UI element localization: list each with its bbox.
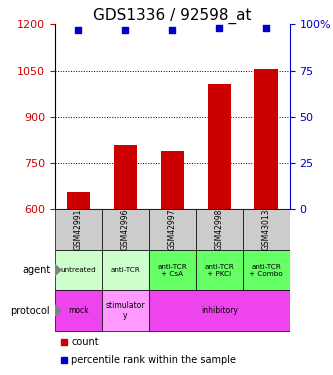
Bar xyxy=(196,209,243,250)
Bar xyxy=(243,209,290,250)
Title: GDS1336 / 92598_at: GDS1336 / 92598_at xyxy=(93,8,251,24)
Bar xyxy=(102,250,149,290)
Point xyxy=(170,27,175,33)
Text: percentile rank within the sample: percentile rank within the sample xyxy=(71,355,236,365)
Text: mock: mock xyxy=(68,306,89,315)
Text: anti-TCR
+ Combo: anti-TCR + Combo xyxy=(249,264,283,277)
Text: anti-TCR
+ CsA: anti-TCR + CsA xyxy=(158,264,187,277)
Polygon shape xyxy=(54,303,62,318)
Bar xyxy=(196,250,243,290)
Text: untreated: untreated xyxy=(61,267,96,273)
Bar xyxy=(161,151,184,209)
Bar xyxy=(67,192,90,209)
Text: inhibitory: inhibitory xyxy=(201,306,238,315)
Text: GSM42996: GSM42996 xyxy=(121,209,130,251)
Text: stimulator
y: stimulator y xyxy=(106,301,145,320)
Bar xyxy=(149,250,196,290)
Text: protocol: protocol xyxy=(11,306,50,315)
Text: agent: agent xyxy=(22,265,50,275)
Bar xyxy=(254,69,278,209)
Bar xyxy=(114,145,137,209)
Point xyxy=(76,27,81,33)
Text: GSM42991: GSM42991 xyxy=(74,209,83,250)
Bar xyxy=(55,290,102,331)
Text: GSM42997: GSM42997 xyxy=(168,209,177,251)
Bar xyxy=(55,209,102,250)
Text: anti-TCR: anti-TCR xyxy=(111,267,140,273)
Polygon shape xyxy=(54,263,62,278)
Text: anti-TCR
+ PKCi: anti-TCR + PKCi xyxy=(204,264,234,277)
Text: GSM43013: GSM43013 xyxy=(262,209,271,251)
Bar xyxy=(149,209,196,250)
Point xyxy=(123,27,128,33)
Point xyxy=(217,25,222,31)
Bar xyxy=(243,250,290,290)
Bar xyxy=(102,290,149,331)
Text: GSM42998: GSM42998 xyxy=(215,209,224,250)
Bar xyxy=(55,250,102,290)
Bar xyxy=(149,290,290,331)
Bar xyxy=(102,209,149,250)
Text: count: count xyxy=(71,337,99,347)
Point xyxy=(264,25,269,31)
Bar xyxy=(207,84,231,209)
